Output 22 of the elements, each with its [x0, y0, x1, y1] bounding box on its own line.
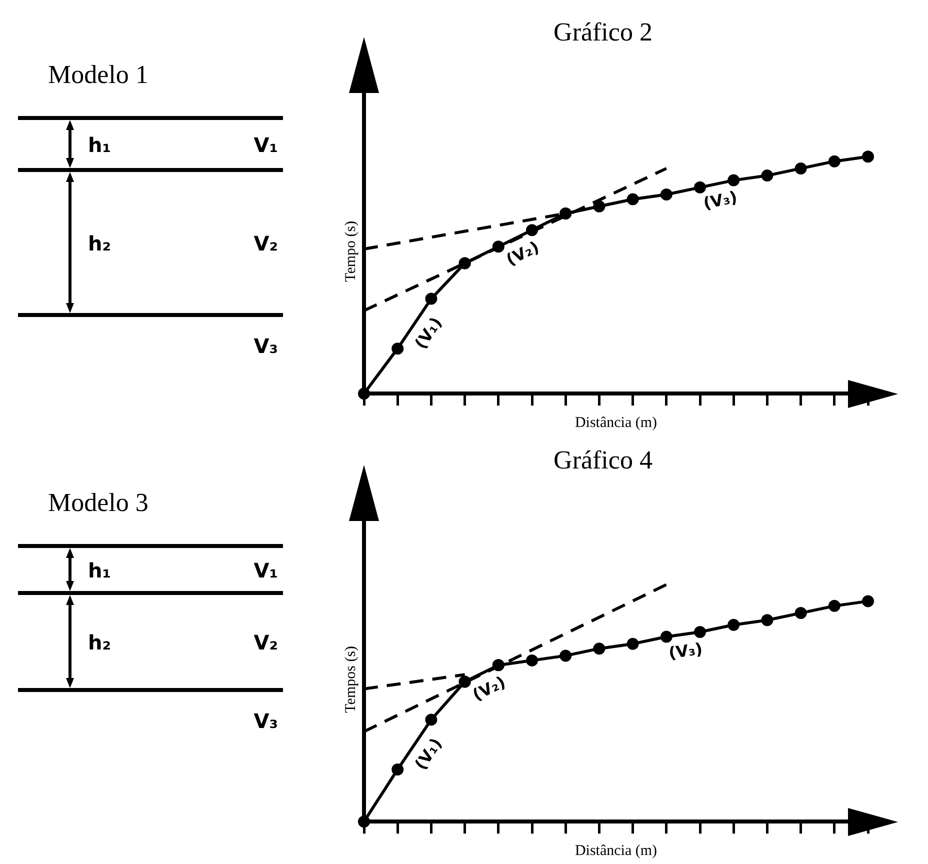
text: V₁ [254, 558, 278, 582]
x-axis-title: Distância (m) [574, 414, 658, 431]
chart-title: Gráfico 2 [554, 17, 652, 46]
text: (V₃) [702, 187, 739, 213]
y-axis-title: Tempo (s) [342, 220, 359, 282]
x-axis-title: Distância (m) [574, 842, 658, 859]
text: V₃ [254, 334, 278, 358]
text: V₁ [254, 133, 278, 157]
text: (V₂) [503, 237, 542, 270]
text: V₂ [254, 630, 278, 654]
y-axis-title: Tempos (s) [342, 646, 359, 713]
text: h₁ [88, 133, 111, 157]
text: Modelo 1 [48, 60, 148, 89]
text: h₂ [88, 232, 111, 256]
chart-title: Gráfico 4 [554, 445, 652, 474]
text: h₁ [88, 558, 111, 582]
text: (V₂) [470, 672, 508, 704]
text: V₃ [254, 709, 278, 733]
text: Modelo 3 [48, 488, 148, 517]
text: h₂ [88, 630, 111, 654]
text: (V₃) [667, 639, 704, 663]
text: V₂ [254, 232, 278, 256]
